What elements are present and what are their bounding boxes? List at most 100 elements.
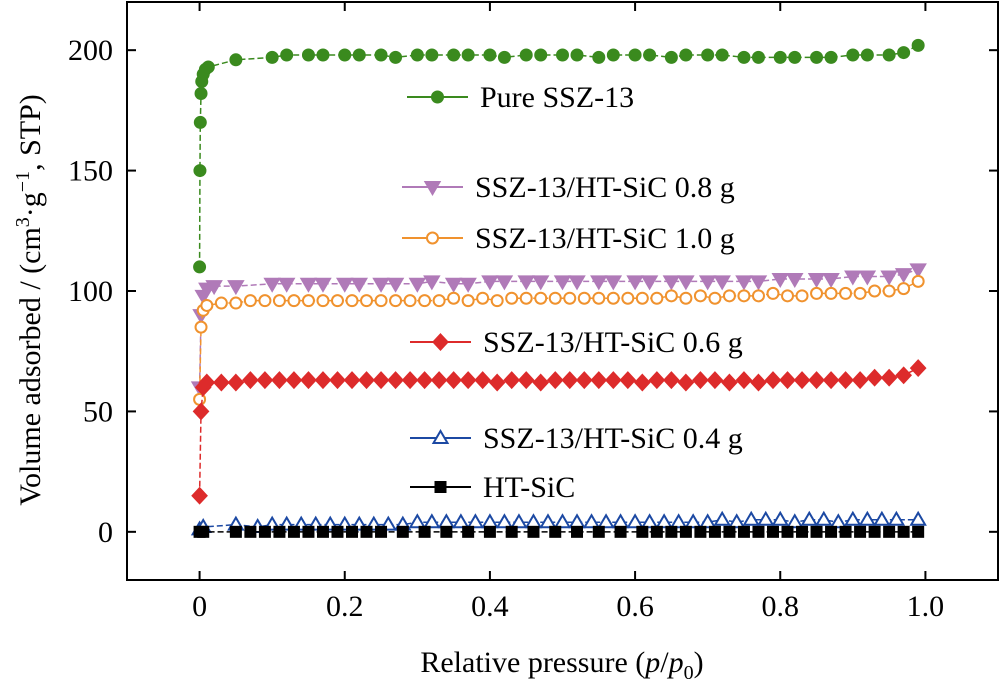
data-point [277,277,296,293]
data-point [336,277,354,293]
data-point [713,510,731,526]
data-point [330,294,344,308]
data-point [408,513,427,529]
data-point [677,373,695,392]
data-point [897,46,911,60]
y-tick-label: 200 [68,34,113,67]
data-point [444,277,463,293]
data-point [372,371,390,390]
data-point [331,525,344,538]
data-point [766,525,779,538]
data-point [205,280,223,296]
legend: Pure SSZ-13 SSZ-13/HT-SiC 0.8 g SSZ-13/HT-… [402,81,743,504]
data-point [880,270,898,286]
data-point [229,296,243,310]
data-point [229,525,242,538]
data-point [737,50,751,64]
data-point [808,371,825,390]
data-point [302,525,315,538]
data-point [301,48,315,62]
data-point [854,525,867,538]
data-point [698,513,717,529]
legend-entry: SSZ-13/HT-SiC 0.8 g [402,171,735,204]
data-point [488,373,506,392]
data-point [604,275,623,291]
data-point [432,294,446,308]
data-point [810,50,824,64]
data-point [212,373,230,392]
data-point [561,371,579,390]
data-point [517,275,535,291]
data-point [727,513,746,529]
data-point [374,48,388,62]
data-point [191,486,208,505]
data-point [771,272,789,288]
data-point [360,525,373,538]
data-point [316,48,330,62]
data-point [563,291,577,305]
data-point [882,48,896,62]
data-point [781,289,795,303]
data-point [721,373,738,392]
data-point [737,525,750,538]
data-point [425,48,439,62]
data-point [389,50,403,64]
data-point [894,268,913,284]
data-point [822,272,840,288]
data-point [386,277,405,293]
data-point [396,525,409,538]
data-point [497,50,511,64]
data-point [829,513,848,529]
data-point [423,513,441,529]
legend-label: Pure SSZ-13 [480,81,634,114]
data-point [824,50,838,64]
data-point [490,294,504,308]
data-point [329,371,346,390]
data-point [858,510,877,526]
legend-marker [432,333,449,351]
data-point [481,513,499,529]
data-point [679,291,693,305]
data-point [684,513,702,529]
data-point [590,371,608,390]
data-point [452,513,470,529]
data-point [880,368,898,387]
data-point [844,510,862,526]
data-point [263,277,281,293]
data-point [737,289,751,303]
legend-marker [431,90,444,104]
data-point [200,298,214,312]
data-point [214,296,228,310]
data-point [909,263,927,279]
data-point [519,48,533,62]
data-point [781,525,794,538]
data-point [815,510,833,526]
data-point [822,371,840,390]
series-layer [190,38,927,538]
data-point [273,525,286,538]
data-point [408,277,427,293]
y-tick-label: 150 [68,155,113,188]
data-point [193,164,207,178]
legend-label: SSZ-13/HT-SiC 0.4 g [483,422,743,455]
data-point [795,289,809,303]
data-point [350,277,369,293]
x-tick-label: 0.6 [616,590,654,623]
data-point [387,371,404,390]
data-point [679,48,693,62]
data-point [503,371,521,390]
data-point [256,371,274,390]
legend-marker [423,181,442,196]
data-point [592,291,606,305]
data-point [201,60,215,74]
data-point [866,368,883,387]
data-point [534,48,548,62]
data-point [735,275,753,291]
data-point [534,291,548,305]
data-point [510,513,528,529]
data-point [752,525,765,538]
data-point [243,294,257,308]
data-point [474,371,492,390]
data-point [519,291,533,305]
data-point [372,277,390,293]
